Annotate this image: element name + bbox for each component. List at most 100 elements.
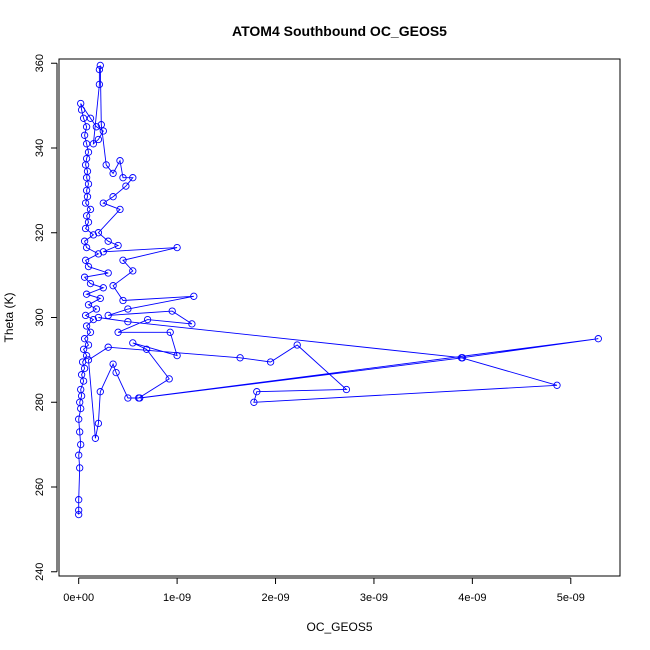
y-tick-label: 360 — [34, 54, 46, 72]
data-point — [96, 294, 104, 303]
x-tick-label: 1e-09 — [163, 592, 191, 604]
data-point — [84, 341, 93, 349]
data-point — [91, 434, 100, 442]
data-point — [94, 250, 103, 258]
data-point — [94, 229, 103, 237]
data-point — [86, 205, 95, 214]
data-point — [75, 451, 83, 459]
data-point — [168, 307, 176, 315]
data-point — [94, 135, 103, 144]
data-point — [84, 218, 93, 226]
data-point — [84, 301, 93, 309]
data-point — [122, 182, 130, 190]
data-point — [84, 356, 93, 364]
data-point — [84, 148, 93, 156]
data-point — [109, 193, 117, 201]
y-tick-label: 280 — [34, 393, 46, 411]
data-point — [76, 428, 84, 436]
data-point — [94, 313, 103, 322]
y-tick-label: 260 — [34, 478, 46, 496]
data-point — [119, 296, 127, 305]
data-point — [75, 506, 83, 514]
data-point — [458, 354, 467, 362]
data-point — [84, 262, 93, 271]
data-point — [83, 167, 92, 175]
data-point — [236, 354, 244, 362]
data-point — [82, 290, 91, 298]
data-point — [96, 388, 104, 396]
data-point — [81, 311, 90, 320]
data-point — [136, 394, 144, 402]
data-point — [82, 243, 91, 252]
data-point — [77, 385, 85, 394]
data-point — [129, 339, 137, 347]
x-axis-label: OC_GEOS5 — [306, 620, 372, 634]
data-point — [129, 267, 137, 275]
data-point — [166, 328, 174, 336]
data-point — [82, 212, 91, 220]
data-point — [75, 496, 83, 504]
data-point — [99, 284, 107, 292]
data-point — [95, 80, 104, 89]
data-point — [104, 343, 112, 351]
data-point — [86, 279, 95, 288]
data-point — [94, 419, 103, 428]
data-point — [89, 140, 98, 148]
data-point — [75, 510, 83, 519]
x-tick-label: 4e-09 — [458, 592, 486, 604]
data-point — [82, 154, 91, 163]
y-tick-label: 300 — [34, 308, 46, 326]
data-point — [124, 394, 132, 402]
data-point — [80, 273, 89, 281]
data-point — [79, 345, 88, 353]
data-point — [266, 358, 275, 366]
data-point — [342, 385, 351, 394]
data-point — [99, 127, 107, 135]
data-point — [82, 322, 91, 330]
chart-title: ATOM4 Southbound OC_GEOS5 — [232, 23, 447, 39]
data-point — [96, 61, 104, 70]
data-point — [116, 205, 124, 214]
data-point — [77, 440, 85, 449]
x-tick-label: 3e-09 — [360, 592, 388, 604]
data-point — [109, 282, 117, 290]
data-point — [119, 256, 127, 264]
data-point — [81, 224, 90, 233]
data-point — [109, 169, 117, 178]
data-point — [190, 292, 198, 300]
data-point — [102, 161, 110, 169]
data-point — [99, 248, 107, 256]
data-point — [99, 199, 107, 207]
y-axis-label: Theta (K) — [2, 292, 16, 342]
x-tick-label: 5e-09 — [557, 592, 585, 604]
data-point — [142, 345, 151, 353]
data-point — [81, 256, 90, 264]
data-point — [250, 398, 258, 406]
data-point — [86, 114, 95, 122]
data-point — [293, 341, 301, 349]
data-point — [124, 318, 132, 326]
plot-area-frame — [58, 58, 621, 577]
data-point — [104, 269, 112, 277]
data-point — [89, 231, 98, 239]
data-point — [79, 377, 88, 385]
data-point — [82, 186, 91, 195]
data-point — [81, 199, 90, 207]
data-point — [76, 464, 84, 472]
data-point — [188, 320, 196, 328]
data-point — [92, 305, 101, 313]
data-point — [114, 328, 122, 336]
data-point — [104, 237, 112, 245]
data-point — [82, 123, 91, 131]
data-point — [80, 237, 89, 245]
data-point — [104, 311, 112, 320]
data-point — [77, 371, 86, 379]
data-point — [553, 381, 561, 389]
data-point — [89, 315, 98, 324]
data-point — [80, 364, 89, 373]
data-point — [143, 315, 152, 324]
y-axis: 240 260 280 300 320 340 360 — [34, 54, 58, 581]
y-tick-label: 240 — [34, 563, 46, 581]
y-tick-label: 320 — [34, 224, 46, 242]
